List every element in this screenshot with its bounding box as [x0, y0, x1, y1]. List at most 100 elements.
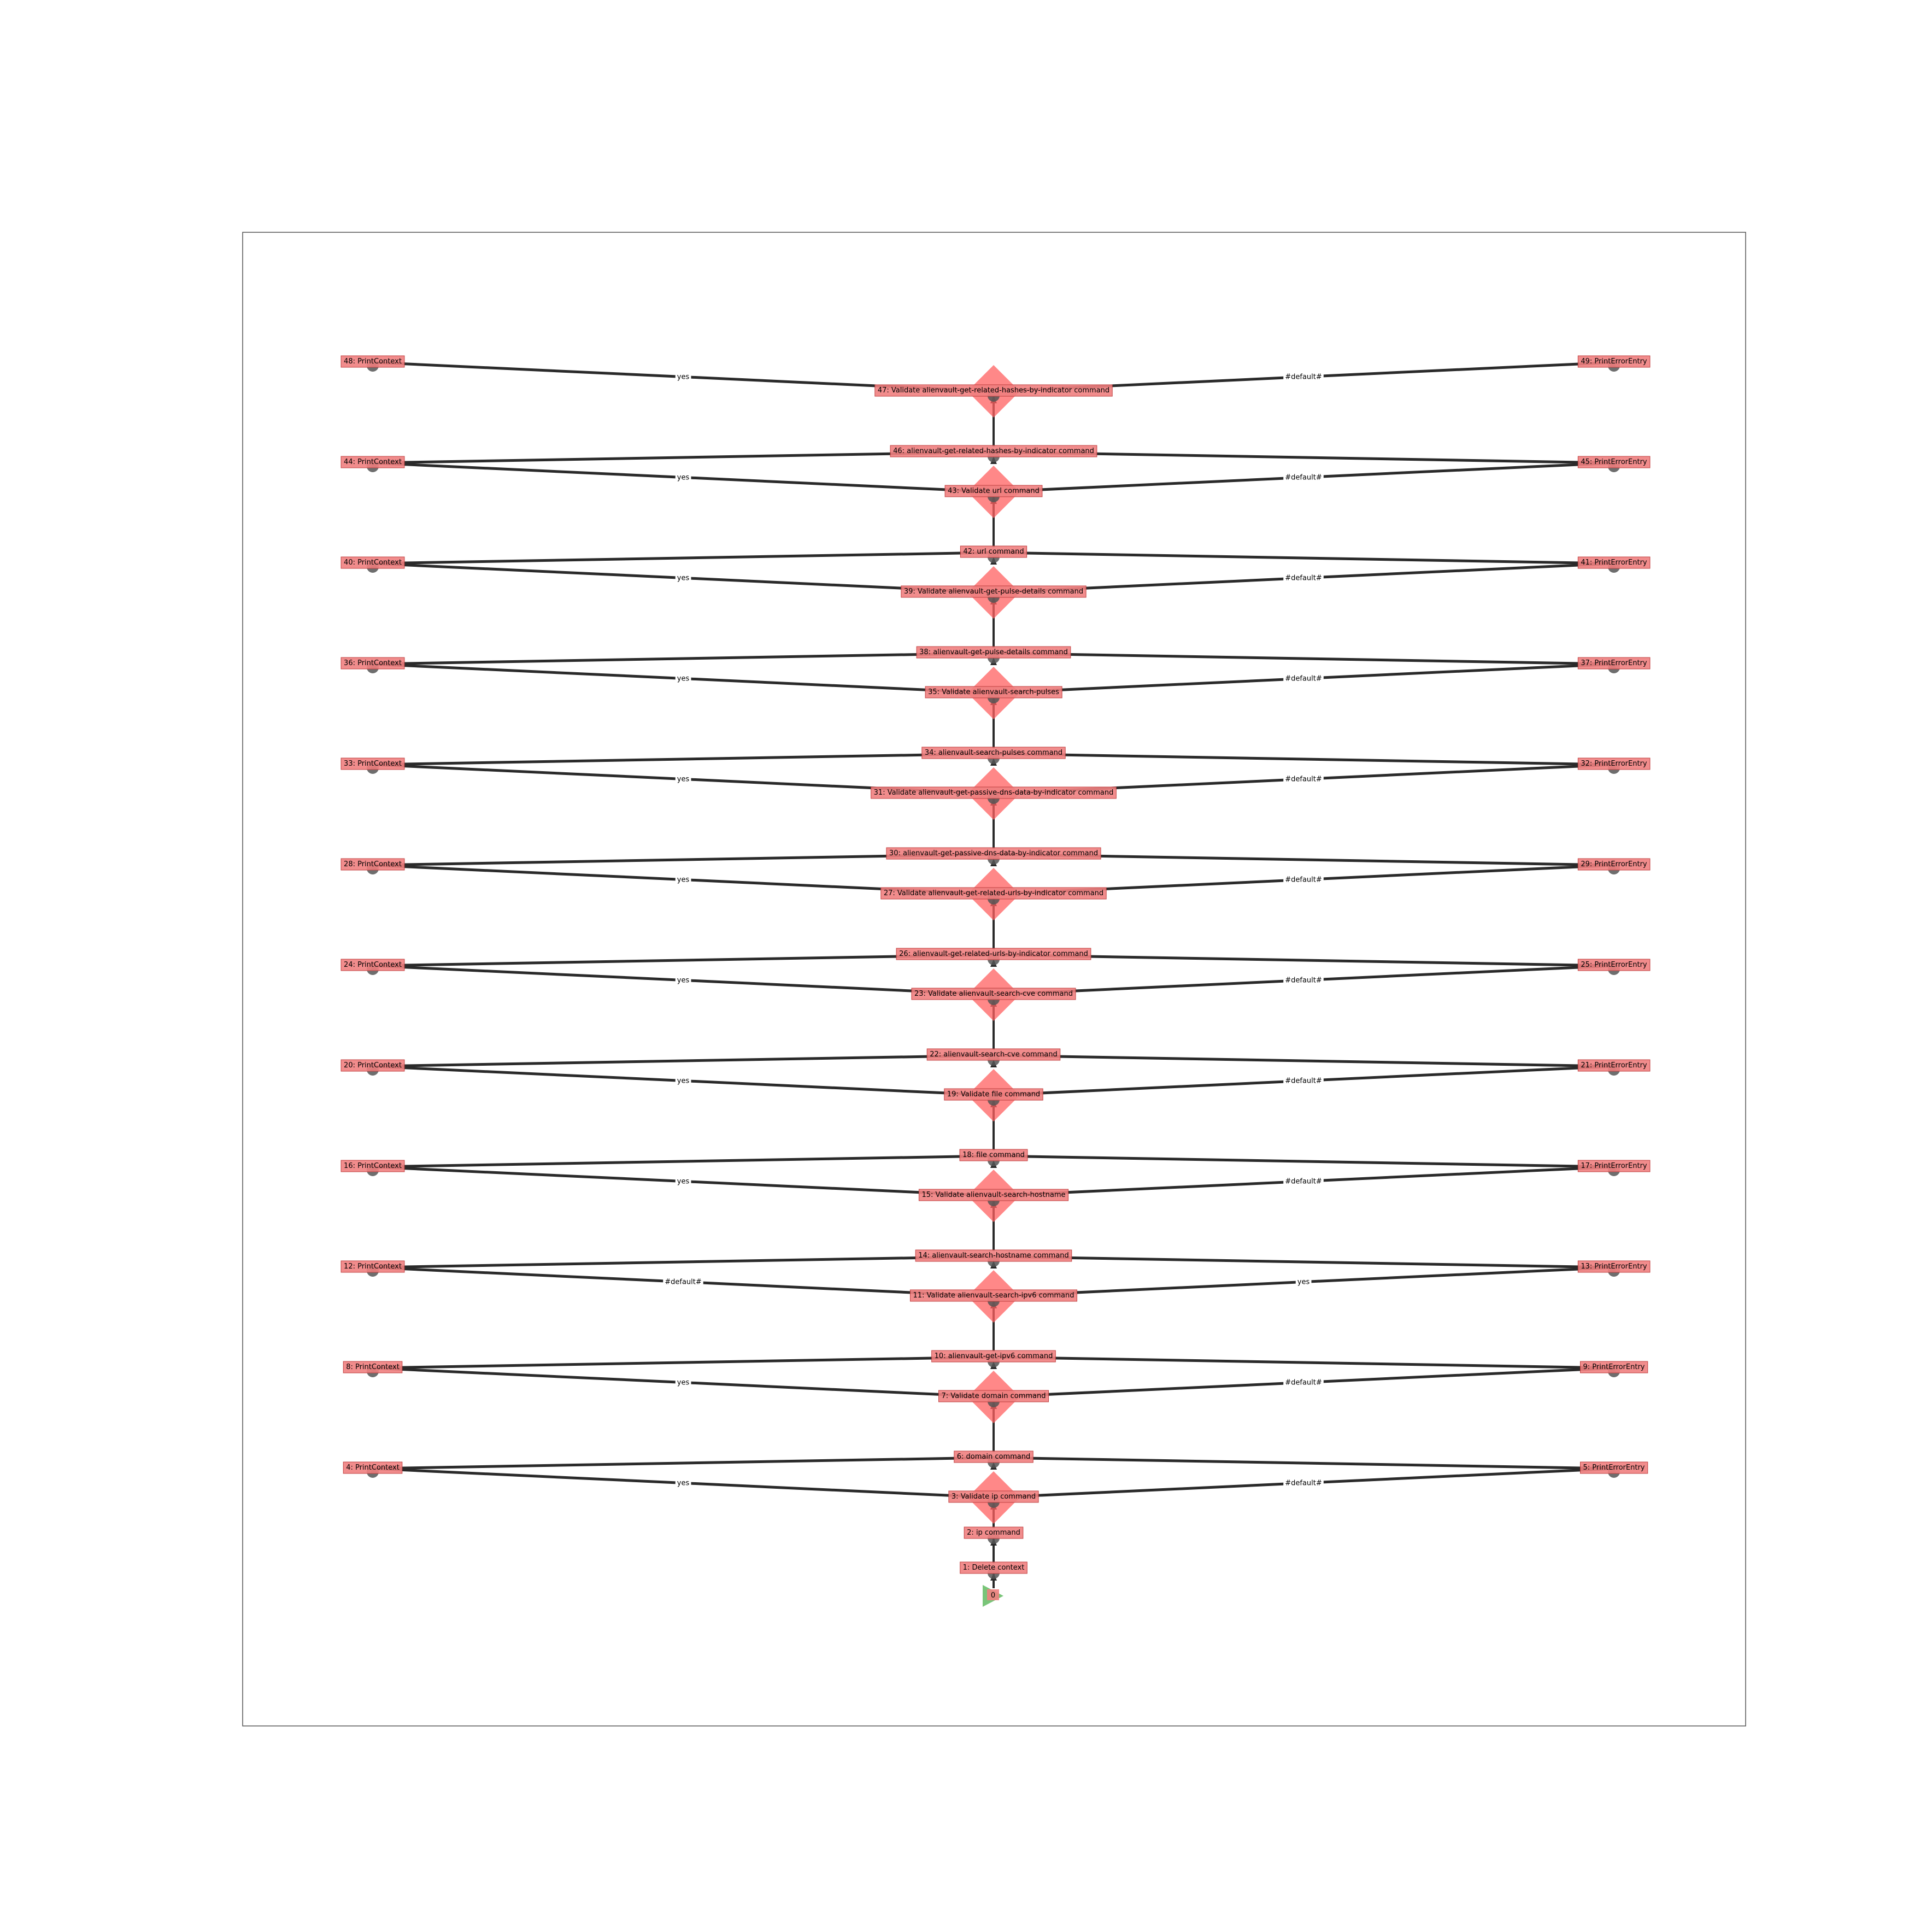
- edge-label-6-left: yes: [677, 876, 690, 884]
- edge-left-5-to-next: [372, 953, 994, 967]
- edge-label-9-left-bg: [675, 573, 691, 583]
- spine-node-14-alienvault-search-hostname-command-box: [915, 1249, 1072, 1262]
- spine-node-39-validate-alienvault-get-pulse-details-command: 39: Validate alienvault-get-pulse-detail…: [904, 588, 1083, 596]
- edge-right-5-to-next: [993, 953, 1614, 967]
- branch-left-11-48-printcontext: 48: PrintContext: [344, 357, 402, 366]
- spine-node-35-validate-alienvault-search-pulses: 35: Validate alienvault-search-pulses: [928, 688, 1059, 696]
- edge-label-8-left: yes: [677, 675, 690, 683]
- branch-right-0-5-printerrorentry: 5: PrintErrorEntry: [1583, 1464, 1645, 1472]
- edge-label-5-right-bg: [1283, 976, 1324, 985]
- edge-label-9-left: yes: [677, 574, 690, 583]
- spine-node-46-alienvault-get-related-hashes-by-indicator-command: 46: alienvault-get-related-hashes-by-ind…: [893, 447, 1094, 455]
- spine-node-35-validate-alienvault-search-pulses-box: [925, 686, 1062, 698]
- edge-right-2-to-next: [993, 1255, 1614, 1269]
- edge-right-8-to-next: [993, 651, 1614, 666]
- edge-label-0-left-bg: [675, 1478, 691, 1488]
- edge-label-2-right: yes: [1297, 1278, 1310, 1287]
- edge-right-3-to-next: [993, 1154, 1614, 1168]
- edge-label-9-right-bg: [1283, 573, 1324, 583]
- spine-node-7-validate-domain-command-box: [938, 1390, 1049, 1402]
- branch-right-8-37-printerrorentry: 37: PrintErrorEntry: [1581, 659, 1647, 667]
- branch-right-11-49-printerrorentry: 49: PrintErrorEntry: [1581, 357, 1647, 366]
- edge-label-11-left-bg: [675, 372, 691, 382]
- edge-label-4-right-bg: [1283, 1076, 1324, 1086]
- branch-left-0-4-printcontext-box: [343, 1461, 403, 1474]
- edge-label-8-right-bg: [1283, 674, 1324, 684]
- edge-label-8-left-bg: [675, 674, 691, 684]
- spine-node-10-alienvault-get-ipv6-command-box: [931, 1350, 1056, 1363]
- branch-left-3-16-printcontext-box: [340, 1160, 405, 1172]
- spine-node-15-validate-alienvault-search-hostname-box: [918, 1189, 1069, 1201]
- spine-node-14-alienvault-search-hostname-command: 14: alienvault-search-hostname command: [918, 1252, 1069, 1260]
- start-label: 0: [991, 1592, 995, 1600]
- branch-left-3-16-printcontext: 16: PrintContext: [344, 1162, 402, 1170]
- branch-right-9-41-printerrorentry: 41: PrintErrorEntry: [1581, 559, 1647, 567]
- branch-left-10-44-printcontext: 44: PrintContext: [344, 458, 402, 466]
- edge-label-7-left-bg: [675, 774, 691, 784]
- branch-right-6-29-printerrorentry-box: [1577, 858, 1651, 871]
- branch-right-7-32-printerrorentry-box: [1577, 757, 1651, 770]
- spine-node-43-validate-url-command: 43: Validate url command: [948, 487, 1040, 495]
- edge-label-10-left-bg: [675, 473, 691, 483]
- edge-right-4-to-next: [993, 1054, 1614, 1068]
- branch-left-6-28-printcontext-box: [340, 858, 405, 871]
- branch-left-6-28-printcontext: 28: PrintContext: [344, 860, 402, 868]
- edge-left-9-to-next: [372, 551, 994, 565]
- branch-left-8-36-printcontext-box: [340, 657, 405, 670]
- spine-node-39-validate-alienvault-get-pulse-details-command-box: [901, 585, 1087, 598]
- edge-label-0-right-bg: [1283, 1478, 1324, 1488]
- edge-label-5-left-bg: [675, 976, 691, 985]
- edge-label-10-left: yes: [677, 474, 690, 482]
- edge-label-1-left-bg: [675, 1378, 691, 1388]
- branch-left-7-33-printcontext-box: [340, 757, 405, 770]
- edge-label-2-left: #default#: [665, 1278, 702, 1287]
- edge-left-2-to-next: [372, 1255, 994, 1269]
- spine-node-11-validate-alienvault-search-ipv6-command: 11: Validate alienvault-search-ipv6 comm…: [913, 1291, 1074, 1300]
- branch-left-1-8-printcontext-box: [343, 1361, 403, 1373]
- edge-label-7-right-bg: [1283, 774, 1324, 784]
- branch-left-10-44-printcontext-box: [340, 456, 405, 468]
- edge-label-1-left: yes: [677, 1379, 690, 1387]
- edge-label-1-right-bg: [1283, 1378, 1324, 1388]
- edge-label-0-left: yes: [677, 1479, 690, 1488]
- spine-node-22-alienvault-search-cve-command-box: [926, 1048, 1061, 1061]
- edge-right-7-to-next: [993, 752, 1614, 766]
- branch-right-9-41-printerrorentry-box: [1577, 556, 1651, 569]
- node-labels-layer: 0 4: PrintContext 5: PrintErrorEntry 8: Pri…: [340, 355, 1651, 1600]
- spine-node-1-delete-context-box: [960, 1561, 1027, 1574]
- spine-node-26-alienvault-get-related-urls-by-indicator-command: 26: alienvault-get-related-urls-by-indic…: [899, 950, 1088, 958]
- edge-label-11-left: yes: [677, 373, 690, 381]
- edge-label-4-right: #default#: [1285, 1077, 1322, 1085]
- branch-right-4-21-printerrorentry-box: [1577, 1059, 1651, 1072]
- branch-left-9-40-printcontext-box: [340, 556, 405, 569]
- spine-node-34-alienvault-search-pulses-command-box: [921, 747, 1066, 759]
- spine-node-34-alienvault-search-pulses-command: 34: alienvault-search-pulses command: [925, 749, 1062, 757]
- edge-label-1-right: #default#: [1285, 1379, 1322, 1387]
- plot-frame: [242, 232, 1746, 1727]
- spine-node-3-validate-ip-command: 3: Validate ip command: [952, 1493, 1036, 1501]
- spine-node-10-alienvault-get-ipv6-command: 10: alienvault-get-ipv6 command: [935, 1352, 1053, 1360]
- branch-left-4-20-printcontext-box: [340, 1059, 405, 1072]
- edge-label-7-left: yes: [677, 776, 690, 784]
- edge-label-0-right: #default#: [1285, 1479, 1322, 1488]
- edge-label-8-right: #default#: [1285, 675, 1322, 683]
- branch-right-5-25-printerrorentry-box: [1577, 959, 1651, 971]
- spine-node-46-alienvault-get-related-hashes-by-indicator-command-box: [890, 445, 1097, 457]
- edge-label-6-left-bg: [675, 875, 691, 885]
- edge-label-3-right: #default#: [1285, 1178, 1322, 1186]
- spine-node-30-alienvault-get-passive-dns-data-by-indicator-command: 30: alienvault-get-passive-dns-data-by-i…: [889, 849, 1098, 858]
- spine-node-18-file-command: 18: file command: [962, 1151, 1025, 1159]
- edge-label-4-left: yes: [677, 1077, 690, 1085]
- branch-right-11-49-printerrorentry-box: [1577, 355, 1651, 368]
- spine-node-31-validate-alienvault-get-passive-dns-data-by-indicator-command-box: [871, 786, 1117, 799]
- edge-right-9-to-next: [993, 551, 1614, 565]
- branch-right-10-45-printerrorentry-box: [1577, 456, 1651, 468]
- branch-right-3-17-printerrorentry: 17: PrintErrorEntry: [1581, 1162, 1647, 1170]
- edge-label-11-right: #default#: [1285, 373, 1322, 381]
- spine-node-6-domain-command: 6: domain command: [957, 1453, 1031, 1461]
- branch-left-2-12-printcontext-box: [340, 1260, 405, 1273]
- spine-node-42-url-command: 42: url command: [963, 548, 1024, 556]
- edge-label-3-left: yes: [677, 1178, 690, 1186]
- edge-labels-layer: yes #default# yes #default# #default# yes yes #…: [663, 372, 1324, 1488]
